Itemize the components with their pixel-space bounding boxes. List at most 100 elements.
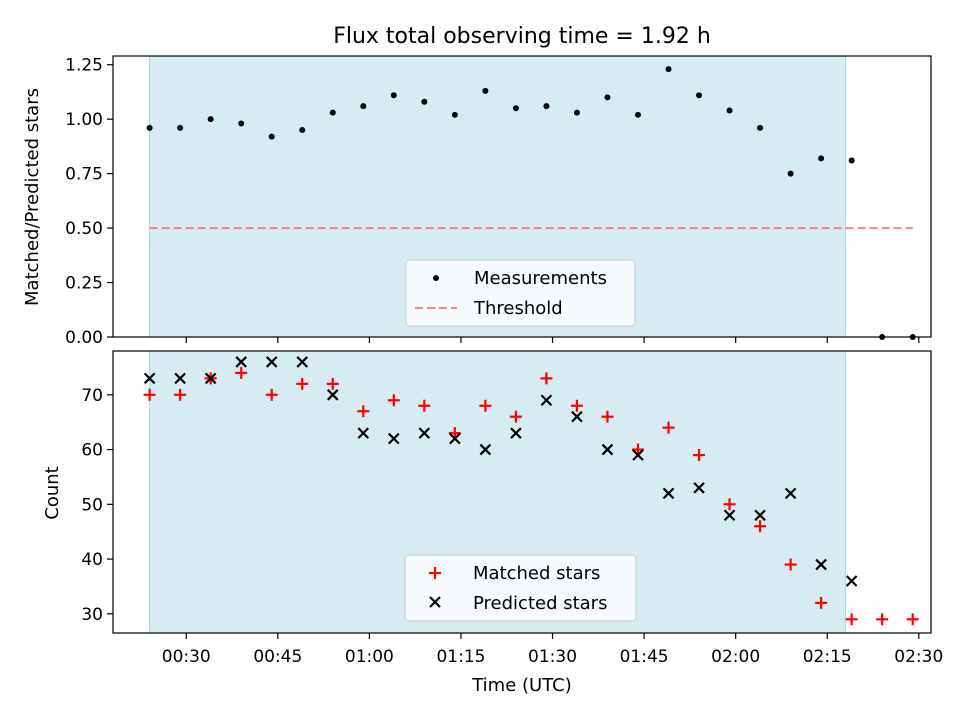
legend-matched-label: Matched stars	[473, 563, 600, 584]
predicted-star-point	[204, 372, 217, 385]
matched-star-point	[143, 388, 156, 401]
matched-star-point	[174, 388, 187, 401]
top-panel: 0.00 0.25 0.50 0.75 1.00 1.25 Matched/Predict…	[22, 55, 932, 348]
measurement-point	[177, 124, 184, 131]
predicted-star-point	[662, 487, 675, 500]
predicted-star-point	[265, 356, 278, 368]
matched-star-point	[754, 520, 767, 533]
predicted-star-point	[723, 509, 736, 522]
matched-star-point	[845, 613, 858, 626]
measurement-point	[299, 127, 306, 134]
predicted-star-point	[632, 449, 644, 461]
x-tick-label: 01:30	[528, 647, 577, 667]
x-tick-label: 01:00	[345, 647, 394, 667]
x-tick-label: 00:45	[253, 647, 302, 667]
predicted-star-point	[571, 410, 583, 423]
predicted-star-point	[388, 432, 400, 445]
matched-star-point	[723, 498, 736, 511]
predicted-star-point	[601, 443, 614, 456]
measurement-point	[451, 111, 458, 118]
x-tick-label: 00:30	[162, 647, 211, 667]
top-legend-box	[405, 259, 636, 327]
matched-star-point	[296, 377, 309, 390]
measurement-point	[634, 111, 641, 118]
predicted-star-point	[784, 487, 797, 500]
measurement-point	[665, 66, 672, 73]
top-points	[146, 66, 916, 340]
legend-predicted-marker	[429, 596, 441, 608]
measurement-point	[421, 98, 428, 105]
predicted-star-point	[479, 443, 492, 456]
matched-star-point	[540, 372, 553, 385]
measurement-point	[818, 155, 825, 162]
matched-star-point	[326, 377, 339, 390]
bottom-plot-frame	[112, 350, 932, 634]
measurement-point	[360, 103, 367, 110]
x-tick-label: 02:30	[894, 647, 943, 667]
predicted-star-point	[418, 427, 431, 439]
matched-star-point	[387, 394, 400, 407]
bottom-panel: 30 40 50 60 70 00:30 00:45 01:00 01:15 01:30 01:4…	[42, 350, 943, 696]
legend-measurements-label: Measurements	[474, 268, 607, 289]
chart-title: Flux total observing time = 1.92 h	[333, 24, 711, 49]
measurement-point	[726, 107, 733, 114]
bottom-y-axis-label: Count	[42, 466, 63, 519]
predicted-star-point	[510, 427, 522, 439]
matched-star-point	[601, 410, 614, 423]
matched-star-point	[693, 449, 706, 462]
x-tick-label: 02:00	[711, 647, 760, 667]
measurement-point	[512, 105, 519, 112]
bottom-legend: Matched stars Predicted stars	[404, 554, 637, 622]
predicted-star-point	[235, 356, 247, 368]
top-y-ticks: 0.00 0.25 0.50 0.75 1.00 1.25	[65, 56, 113, 348]
matched-star-point	[570, 399, 583, 412]
predicted-star-point	[143, 372, 156, 385]
predicted-star-point	[449, 432, 461, 445]
matched-star-point	[876, 613, 889, 626]
matched-star-point	[479, 399, 492, 412]
measurement-point	[696, 92, 703, 99]
y-tick-label: 0.50	[65, 219, 103, 239]
legend-matched-marker	[429, 567, 441, 579]
y-tick-label: 1.00	[65, 110, 103, 130]
x-axis-label: Time (UTC)	[471, 675, 572, 696]
predicted-star-point	[845, 575, 858, 587]
measurement-point	[268, 133, 275, 140]
predicted-star-point	[540, 394, 553, 407]
y-tick-label: 40	[81, 550, 103, 570]
y-tick-label: 60	[81, 441, 103, 461]
matched-star-point	[662, 421, 675, 434]
predicted-star-point	[754, 509, 766, 522]
legend-threshold-label: Threshold	[473, 298, 563, 319]
x-tick-label: 01:15	[436, 647, 485, 667]
matched-star-point	[509, 410, 522, 423]
y-tick-label: 70	[81, 386, 103, 406]
measurement-point	[787, 170, 794, 177]
legend-measurements-marker	[433, 275, 439, 281]
measurement-point	[390, 92, 397, 99]
predicted-star-point	[693, 482, 705, 494]
matched-star-point	[357, 405, 370, 418]
legend-predicted-label: Predicted stars	[473, 593, 607, 614]
bottom-legend-box	[404, 554, 637, 622]
matched-star-point	[235, 366, 248, 379]
matched-star-point	[815, 596, 828, 609]
y-tick-label: 1.25	[65, 56, 103, 76]
y-tick-label: 30	[81, 605, 103, 625]
top-legend: Measurements Threshold	[405, 259, 636, 327]
predicted-star-point	[815, 558, 827, 571]
measurement-point	[757, 124, 764, 131]
bottom-points	[143, 356, 919, 626]
measurement-point	[604, 94, 611, 101]
measurement-point	[207, 116, 214, 123]
measurement-point	[238, 120, 245, 127]
top-x-ticks	[185, 337, 920, 343]
x-tick-label: 02:15	[803, 647, 852, 667]
predicted-star-point	[174, 372, 186, 385]
y-tick-label: 0.75	[65, 165, 103, 185]
predicted-star-point	[326, 389, 339, 401]
matched-star-point	[265, 388, 278, 401]
y-tick-label: 0.25	[65, 274, 103, 294]
measurement-point	[146, 124, 153, 131]
measurement-point	[573, 109, 580, 116]
